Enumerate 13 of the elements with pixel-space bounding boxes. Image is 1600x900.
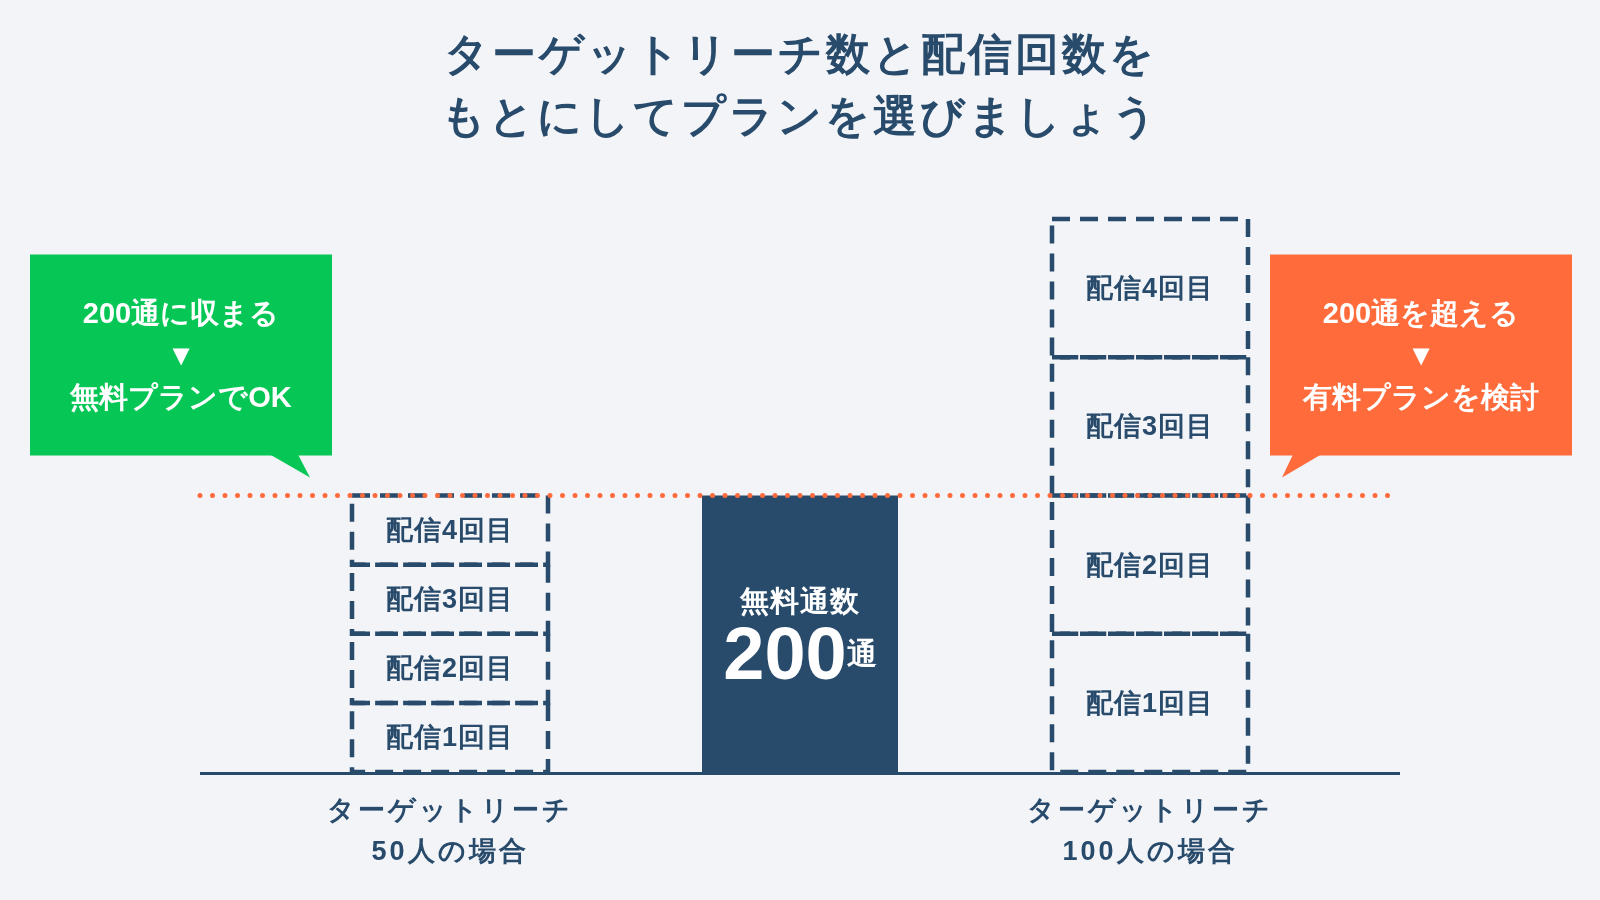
series-name: 配信4回目 (1086, 273, 1214, 304)
category: ターゲットリーチ 100人の場合 (1027, 794, 1273, 866)
title: ターゲットリーチ数と配信回数をもとにしてプランを選びましょう (440, 28, 1160, 140)
series-name: 配信3回目 (1086, 411, 1214, 442)
series-name: 配信3回目 (386, 584, 514, 615)
callout-text: 200通を超える ▼ 有料プランを検討 (1303, 297, 1539, 413)
callout-text: 200通に収まる ▼ 無料プランでOK (70, 297, 292, 413)
series-name: 配信1回目 (386, 722, 514, 753)
series-name: 配信1回目 (1086, 687, 1214, 718)
series-name: 配信2回目 (1086, 549, 1214, 580)
series-name: 配信2回目 (386, 653, 514, 684)
category: ターゲットリーチ 50人の場合 (327, 794, 573, 866)
series-name: 配信4回目 (386, 515, 514, 546)
